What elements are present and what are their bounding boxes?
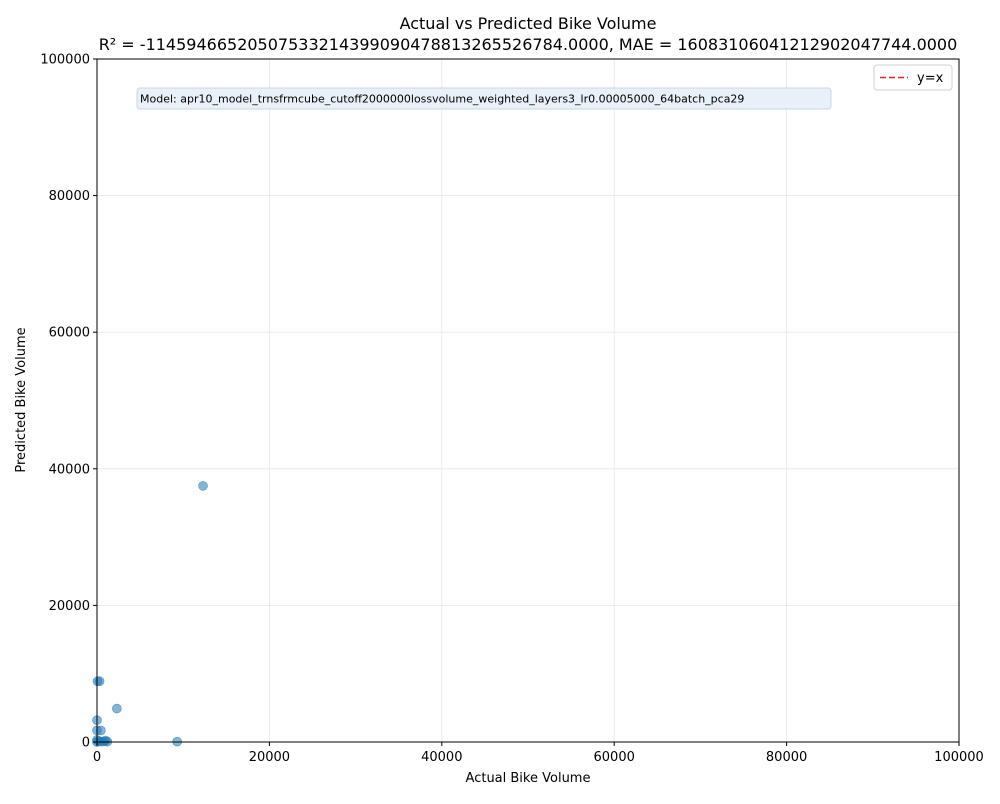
x-tick-label: 0 (93, 750, 101, 765)
y-tick-label: 40000 (49, 462, 90, 477)
axis-ticks: 0 20000 40000 60000 80000 100000 0 20000 40000 60… (40, 53, 983, 766)
legend-label-y-equals-x: y=x (917, 71, 944, 86)
scatter-point (94, 676, 105, 687)
chart-title: Actual vs Predicted Bike Volume (400, 14, 657, 33)
y-tick-label: 20000 (49, 599, 90, 614)
y-tick-label: 0 (82, 736, 90, 751)
y-tick-label: 60000 (49, 326, 90, 341)
x-tick-label: 60000 (594, 750, 635, 765)
scatter-point (198, 481, 208, 491)
x-axis-label: Actual Bike Volume (466, 771, 591, 786)
y-tick-label: 80000 (49, 189, 90, 204)
scatter-point (112, 703, 122, 714)
plot-frame (96, 58, 960, 743)
x-tick-label: 100000 (934, 750, 984, 765)
legend: y=x (873, 64, 953, 91)
chart-subtitle: R² = -1145946652050753321439909047881326… (99, 35, 958, 54)
grid-lines (96, 58, 960, 743)
scatter-point (96, 725, 106, 736)
y-tick-label: 100000 (40, 53, 90, 68)
annotation-text: Model: apr10_model_trnsfrmcube_cutoff200… (140, 93, 744, 106)
x-tick-label: 40000 (421, 750, 462, 765)
y-axis-label: Predicted Bike Volume (14, 327, 29, 472)
model-annotation: Model: apr10_model_trnsfrmcube_cutoff200… (136, 87, 832, 110)
legend-box (873, 64, 953, 91)
x-tick-label: 80000 (766, 750, 807, 765)
x-tick-label: 20000 (249, 750, 290, 765)
data-points (92, 481, 208, 747)
annotation-background (136, 87, 832, 110)
